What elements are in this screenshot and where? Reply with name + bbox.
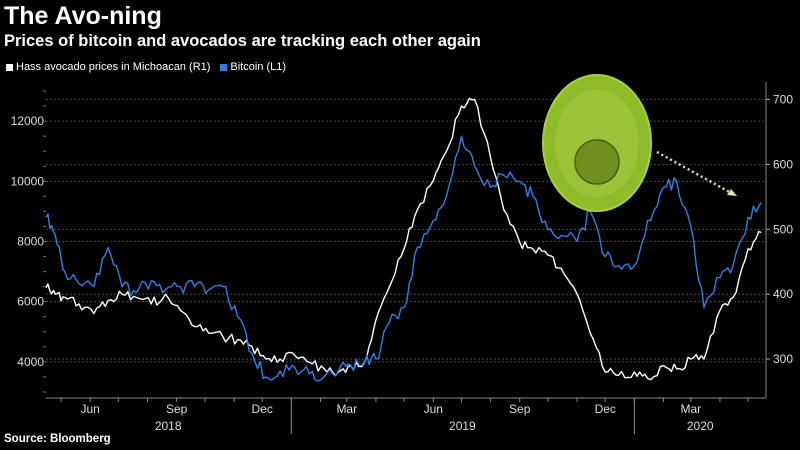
x-year-label: 2018	[155, 419, 182, 433]
y-right-tick-label: 600	[773, 157, 793, 171]
y-right-tick-label: 400	[773, 287, 793, 301]
legend-label-avocado: Hass avocado prices in Michoacan (R1)	[16, 61, 211, 73]
chart-title: The Avo-ning	[4, 2, 162, 30]
x-month-tick-label: Mar	[336, 402, 357, 416]
x-year-label: 2019	[449, 419, 476, 433]
x-month-tick-label: Jun	[80, 402, 99, 416]
legend-item-bitcoin: Bitcoin (L1)	[220, 61, 286, 73]
x-month-tick-label: Sep	[166, 402, 188, 416]
y-left-tick-label: 4000	[17, 355, 44, 369]
y-right-tick-label: 500	[773, 222, 793, 236]
avocado-series-line	[45, 97, 762, 381]
legend-swatch-bitcoin	[220, 63, 228, 71]
grid	[46, 99, 766, 363]
chart-subtitle: Prices of bitcoin and avocados are track…	[4, 32, 481, 50]
y-left-tick-label: 8000	[17, 235, 44, 249]
y-right-tick-label: 700	[773, 93, 793, 107]
avocado-icon	[542, 74, 652, 212]
y-left-tick-label: 6000	[17, 295, 44, 309]
x-month-tick-label: Sep	[509, 402, 531, 416]
dashed-arrow	[656, 150, 737, 196]
axes: 4000 6000 8000 10000 12000 300 400 500 600 700 Jun…	[11, 82, 793, 434]
x-month-tick-label: Jun	[424, 402, 443, 416]
legend: Hass avocado prices in Michoacan (R1) Bi…	[6, 61, 286, 73]
legend-item-avocado: Hass avocado prices in Michoacan (R1)	[6, 61, 210, 73]
x-month-tick-label: Dec	[595, 402, 616, 416]
annotations	[542, 74, 737, 212]
series-layer	[45, 97, 762, 382]
y-right-tick-label: 300	[773, 352, 793, 366]
y-left-tick-label: 12000	[11, 114, 45, 128]
x-year-label: 2020	[687, 419, 714, 433]
x-month-tick-label: Dec	[252, 402, 273, 416]
legend-swatch-avocado	[6, 63, 13, 71]
source-note: Source: Bloomberg	[4, 433, 111, 445]
y-left-tick-label: 10000	[11, 174, 45, 188]
bitcoin-series-line	[45, 135, 762, 382]
legend-label-bitcoin: Bitcoin (L1)	[230, 61, 287, 73]
x-month-tick-label: Mar	[680, 402, 701, 416]
